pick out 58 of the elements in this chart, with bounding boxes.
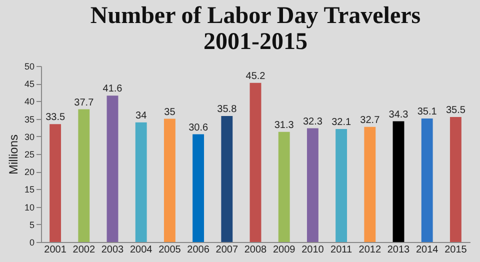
x-tick-label: 2007 [216, 244, 238, 256]
x-tick-label: 2005 [158, 244, 182, 256]
y-tick-label: 5 [29, 220, 34, 230]
data-label: 32.3 [302, 116, 323, 128]
x-tick-label: 2003 [101, 244, 124, 256]
y-tick-label: 15 [24, 184, 34, 195]
bar [78, 109, 90, 242]
x-tick-label: 2006 [187, 244, 210, 256]
data-label: 37.7 [74, 97, 94, 108]
x-tick-label: 2004 [130, 244, 153, 256]
y-tick-label: 25 [24, 150, 34, 160]
bar [221, 116, 233, 242]
data-label: 45.2 [246, 70, 266, 82]
x-tick-label: 2009 [272, 244, 296, 256]
data-label: 32.7 [360, 114, 380, 126]
data-label: 34 [136, 110, 148, 122]
data-label: 41.6 [102, 84, 123, 95]
data-label: 35.5 [446, 105, 466, 116]
data-label: 30.6 [188, 122, 208, 134]
bar [278, 132, 290, 242]
x-tick-label: 2001 [44, 244, 67, 256]
x-tick-label: 2010 [302, 244, 324, 256]
bar [364, 126, 376, 242]
x-tick-label: 2011 [330, 244, 352, 256]
y-tick-label: 30 [24, 132, 34, 142]
data-label: 35.8 [217, 104, 238, 115]
x-tick-label: 2008 [244, 244, 268, 256]
bar [450, 117, 462, 242]
bar [135, 122, 147, 242]
bar [336, 129, 348, 242]
y-tick-label: 45 [24, 79, 34, 90]
y-tick-label: 35 [24, 114, 34, 124]
y-tick-label: 0 [29, 238, 34, 248]
x-tick-label: 2013 [387, 244, 410, 256]
data-label: 35 [164, 106, 176, 118]
y-tick-label: 40 [24, 96, 34, 107]
bar [392, 121, 404, 242]
x-tick-label: 2002 [72, 244, 96, 256]
bar [164, 118, 176, 242]
data-label: 31.3 [274, 120, 294, 131]
chart-title: Number of Labor Day Travelers 2001-2015 [90, 3, 421, 55]
bar [50, 124, 62, 242]
bar [250, 82, 262, 242]
y-tick-label: 10 [24, 202, 34, 212]
bar [192, 134, 204, 242]
bar [106, 96, 118, 242]
y-tick-label: 50 [24, 62, 34, 72]
x-tick-label: 2012 [358, 244, 382, 256]
bar [421, 118, 433, 242]
data-label: 33.5 [46, 112, 66, 124]
data-label: 32.1 [332, 117, 352, 128]
y-tick-label: 20 [24, 167, 34, 178]
x-tick-label: 2015 [444, 244, 468, 256]
data-label: 35.1 [417, 106, 438, 118]
data-label: 34.3 [388, 109, 409, 120]
bar [306, 128, 318, 242]
y-axis-title: Millions [6, 134, 20, 175]
x-tick-label: 2014 [416, 244, 439, 256]
